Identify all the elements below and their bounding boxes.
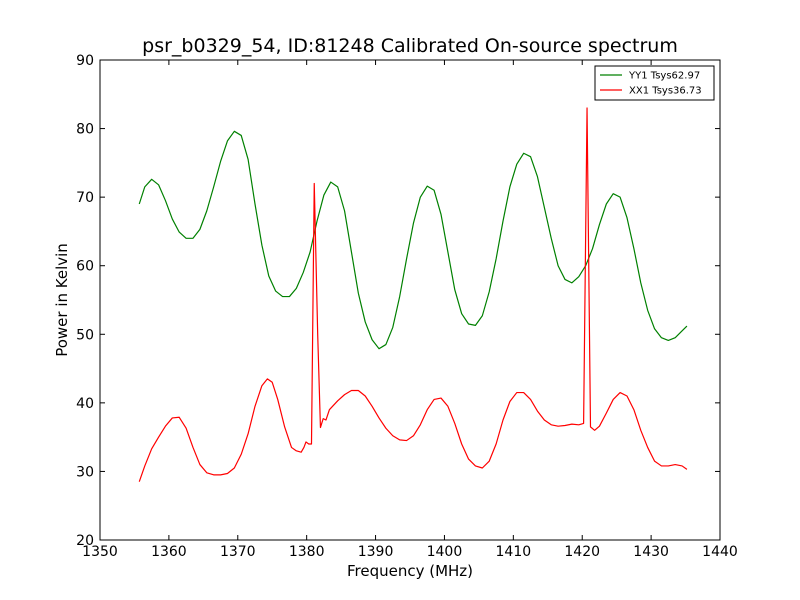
legend: YY1 Tsys62.97 XX1 Tsys36.73	[594, 65, 715, 101]
x-tick-label: 1430	[633, 544, 669, 560]
y-tick-label: 30	[76, 464, 94, 480]
legend-label-xx1: XX1 Tsys36.73	[629, 86, 702, 97]
y-tick-label: 80	[76, 122, 94, 138]
x-tick-label: 1390	[358, 544, 394, 560]
x-tick-label: 1380	[289, 544, 325, 560]
y-axis-label: Power in Kelvin	[53, 243, 71, 357]
y-tick-label: 90	[76, 53, 94, 69]
y-tick-label: 70	[76, 190, 94, 206]
y-tick-label: 20	[76, 533, 94, 549]
x-tick-label: 1440	[702, 544, 738, 560]
series-line-xx1	[138, 107, 688, 482]
series-line-yy1	[138, 130, 688, 350]
y-tick-label: 60	[76, 259, 94, 275]
plot-frame	[99, 59, 721, 541]
x-tick-label: 1400	[427, 544, 463, 560]
x-axis-label: Frequency (MHz)	[347, 562, 473, 580]
y-tick-label: 50	[76, 327, 94, 343]
y-tick-label: 40	[76, 396, 94, 412]
x-tick-label: 1370	[220, 544, 256, 560]
x-tick-label: 1420	[564, 544, 600, 560]
x-tick-label: 1410	[496, 544, 532, 560]
chart-title: psr_b0329_54, ID:81248 Calibrated On-sou…	[142, 35, 678, 57]
legend-label-yy1: YY1 Tsys62.97	[628, 71, 700, 82]
x-tick-label: 1360	[151, 544, 187, 560]
legend-box	[594, 65, 715, 101]
x-tick-label: 1350	[82, 544, 118, 560]
plot-area: 1350 1360 1370 1380 1390 1400 1410 1420 1430 1440…	[76, 53, 738, 560]
